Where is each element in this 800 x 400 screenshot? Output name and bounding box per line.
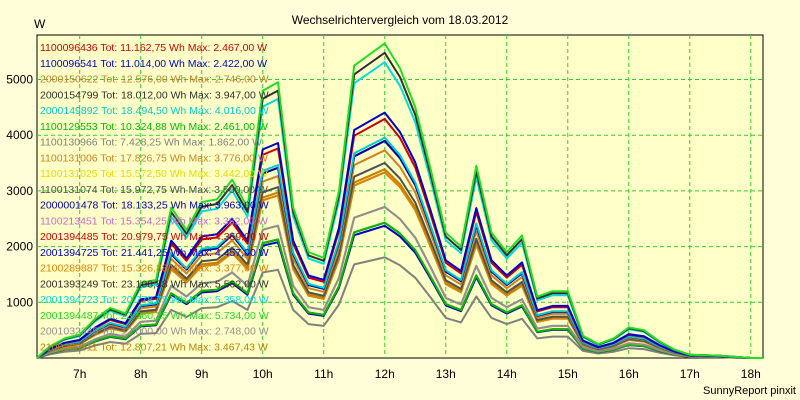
legend-entry: 2001394723 Tot: 20.778,75 Wh Max: 5.358,… — [40, 294, 269, 306]
y-tick-label: 2000 — [6, 240, 33, 254]
y-tick-label: 5000 — [6, 73, 33, 87]
x-tick-label: 7h — [73, 367, 86, 381]
legend-entry: 2000001478 Tot: 18.133,25 Wh Max: 3.963,… — [40, 200, 269, 212]
legend-entry: 2000154799 Tot: 18.012,00 Wh Max: 3.947,… — [40, 89, 269, 101]
x-axis: 7h 8h 9h 10h 11h 12h 13h 14h 15h 16h 17h 18h — [73, 367, 761, 381]
series-line — [36, 136, 763, 359]
legend-entry: 1100096436 Tot: 11.162,75 Wh Max: 2.467,… — [40, 42, 267, 54]
y-axis-label: W — [34, 17, 46, 31]
legend-entry: 2000149892 Tot: 18.494,50 Wh Max: 4.016,… — [40, 105, 269, 117]
y-axis: 1000 2000 3000 4000 5000 — [6, 73, 33, 310]
legend-entry: 1100130966 Tot: 7.428,25 Wh Max: 1.862,0… — [40, 137, 262, 149]
legend-entry: 2001393249 Tot: 23.108,88 Wh Max: 5.562,… — [40, 278, 269, 290]
series-line — [36, 256, 763, 359]
x-tick-label: 13h — [436, 367, 456, 381]
series-line — [36, 42, 763, 359]
series-line — [36, 206, 763, 359]
series-line — [36, 111, 763, 359]
x-tick-label: 16h — [619, 367, 639, 381]
x-tick-label: 12h — [375, 367, 395, 381]
legend-entry: 1100129553 Tot: 10.324,88 Wh Max: 2.461,… — [40, 121, 268, 133]
legend-entry: 1100096541 Tot: 11.014,00 Wh Max: 2.422,… — [40, 58, 267, 70]
legend-entry: 2001394485 Tot: 20.979,75 Wh Max: 4.359,… — [40, 231, 269, 243]
x-tick-label: 11h — [314, 367, 333, 381]
legend-entry: 1100213451 Tot: 15.354,25 Wh Max: 3.382,… — [40, 215, 268, 227]
x-tick-label: 10h — [253, 367, 273, 381]
series-lines — [36, 42, 763, 359]
x-tick-label: 9h — [195, 367, 208, 381]
series-line — [36, 221, 763, 359]
legend-entry: 2000150622 Tot: 12.576,00 Wh Max: 2.746,… — [40, 74, 269, 86]
legend-entry: 1100131006 Tot: 17.826,75 Wh Max: 3.776,… — [40, 152, 268, 164]
x-tick-label: 15h — [558, 367, 578, 381]
x-tick-label: 18h — [741, 367, 761, 381]
x-tick-label: 8h — [134, 367, 147, 381]
footer-credit: SunnyReport pinxit — [703, 385, 796, 397]
y-tick-label: 4000 — [6, 128, 33, 142]
legend-entry: 2100289887 Tot: 15.326,88 Wh Max: 3.377,… — [40, 263, 269, 275]
legend-entry: 1100131074 Tot: 15.972,75 Wh Max: 3.560,… — [40, 184, 268, 196]
legend-entry: 2100290511 Tot: 12.807,21 Wh Max: 3.467,… — [40, 341, 268, 353]
legend-entry: 2001032345 Tot: 12.000,00 Wh Max: 2.748,… — [40, 326, 269, 338]
legend-entry: 2001394725 Tot: 21.441,25 Wh Max: 4.457,… — [40, 247, 269, 259]
y-tick-label: 1000 — [6, 295, 33, 309]
chart-title: Wechselrichtervergleich vom 18.03.2012 — [292, 13, 509, 27]
y-tick-label: 3000 — [6, 184, 33, 198]
legend-entry: 1100131025 Tot: 15.572,50 Wh Max: 3.442,… — [40, 168, 268, 180]
x-tick-label: 14h — [497, 367, 517, 381]
legend-entry: 2001394487 Tot: 23.560,25 Wh Max: 5.734,… — [40, 310, 269, 322]
x-tick-label: 17h — [680, 367, 700, 381]
legend: 1100096436 Tot: 11.162,75 Wh Max: 2.467,… — [40, 42, 269, 353]
